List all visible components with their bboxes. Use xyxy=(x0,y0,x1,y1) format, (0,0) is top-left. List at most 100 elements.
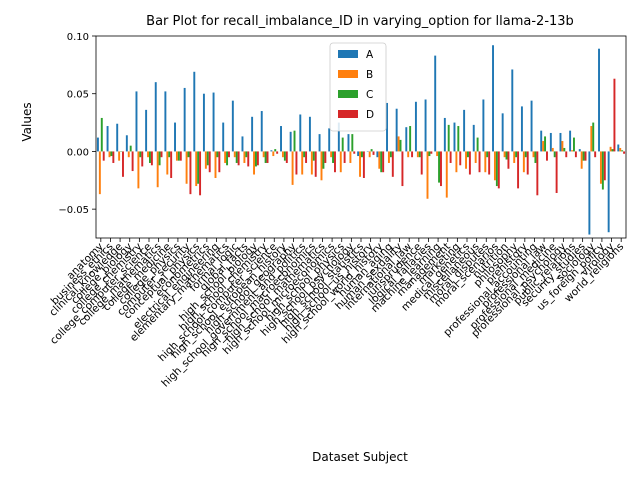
bar-D-high_school_physics xyxy=(343,151,346,163)
bar-A-professional_psychology xyxy=(559,132,562,152)
bar-B-high_school_geography xyxy=(291,151,294,185)
bar-C-human_aging xyxy=(389,151,392,158)
bar-D-public_relations xyxy=(574,151,577,158)
bar-B-computer_security xyxy=(185,151,188,184)
bar-D-high_school_geography xyxy=(295,151,298,175)
bar-B-formal_logic xyxy=(233,151,236,158)
bar-B-philosophy xyxy=(513,151,516,163)
bar-B-college_computer_science xyxy=(147,151,149,158)
bar-C-high_school_psychology xyxy=(351,134,354,152)
bar-D-sociology xyxy=(594,151,597,158)
bar-A-management xyxy=(443,117,446,152)
bar-A-human_aging xyxy=(386,102,388,152)
bar-D-logical_fallacies xyxy=(430,151,433,154)
bar-D-professional_psychology xyxy=(565,151,568,158)
bar-B-high_school_government_and_politics xyxy=(301,151,304,175)
bar-D-human_aging xyxy=(391,151,394,177)
bar-A-philosophy xyxy=(511,69,514,152)
bar-D-business_ethics xyxy=(112,151,115,163)
bar-A-miscellaneous xyxy=(472,124,475,152)
bar-A-high_school_statistics xyxy=(357,151,360,157)
bar-A-security_studies xyxy=(578,149,581,152)
bar-C-high_school_macroeconomics xyxy=(312,151,315,161)
bar-B-high_school_microeconomics xyxy=(330,151,333,158)
bar-C-high_school_geography xyxy=(293,130,296,152)
bar-B-world_religions xyxy=(619,147,622,152)
bar-C-professional_medicine xyxy=(553,151,556,158)
bar-B-jurisprudence xyxy=(416,151,419,158)
bar-A-jurisprudence xyxy=(414,101,417,152)
bar-D-econometrics xyxy=(208,151,211,173)
bar-D-high_school_psychology xyxy=(353,151,356,154)
bar-A-medical_genetics xyxy=(463,109,466,152)
bar-D-high_school_computer_science xyxy=(276,151,279,154)
bar-B-security_studies xyxy=(580,151,583,169)
bar-B-human_aging xyxy=(387,151,390,163)
plot-frame xyxy=(95,35,627,239)
bar-B-machine_learning xyxy=(436,151,439,157)
bar-D-us_foreign_policy xyxy=(603,151,606,181)
bar-D-high_school_european_history xyxy=(285,151,288,163)
bar-B-electrical_engineering xyxy=(214,151,217,178)
bar-D-jurisprudence xyxy=(420,151,423,175)
bar-B-prehistory xyxy=(522,151,525,173)
bar-C-high_school_microeconomics xyxy=(332,151,335,163)
bar-B-high_school_mathematics xyxy=(320,151,323,181)
bar-C-electrical_engineering xyxy=(216,151,219,158)
bar-B-logical_fallacies xyxy=(426,151,429,199)
legend-swatch-B xyxy=(338,70,358,78)
legend-swatch-A xyxy=(338,50,358,58)
bar-B-medical_genetics xyxy=(465,151,467,169)
bar-D-high_school_biology xyxy=(256,151,259,166)
bar-C-high_school_government_and_politics xyxy=(303,151,306,158)
bar-D-professional_medicine xyxy=(555,151,558,193)
x-tick-group: anatomybusiness_ethicsclinical_knowledge… xyxy=(47,238,626,390)
bar-B-professional_law xyxy=(542,141,545,152)
legend-label-D: D xyxy=(366,109,374,121)
bar-A-machine_learning xyxy=(434,55,437,152)
bar-C-machine_learning xyxy=(438,151,441,183)
x-axis-label: Dataset Subject xyxy=(312,450,408,464)
legend-swatch-C xyxy=(338,90,358,98)
bar-A-college_medicine xyxy=(164,91,167,152)
chart-title: Bar Plot for recall_imbalance_ID in vary… xyxy=(146,14,574,29)
y-tick-group: −0.05 0.00 0.05 0.10 xyxy=(58,32,96,216)
bar-A-high_school_european_history xyxy=(280,126,282,152)
bar-C-sociology xyxy=(592,122,595,152)
bar-D-international_law xyxy=(411,151,414,158)
bar-B-miscellaneous xyxy=(474,151,477,163)
bar-A-professional_accounting xyxy=(530,100,533,152)
bar-D-conceptual_physics xyxy=(199,151,202,196)
bar-D-anatomy xyxy=(102,151,105,161)
bar-D-philosophy xyxy=(517,151,520,189)
bar-C-logical_fallacies xyxy=(428,151,431,157)
bar-A-virology xyxy=(607,151,610,233)
bar-C-college_mathematics xyxy=(158,151,161,166)
bar-D-elementary_mathematics xyxy=(228,151,230,158)
bar-C-formal_logic xyxy=(235,151,238,163)
bar-A-high_school_physics xyxy=(337,122,340,152)
bar-C-college_chemistry xyxy=(139,151,142,158)
bar-B-college_chemistry xyxy=(137,151,140,189)
bar-D-miscellaneous xyxy=(478,151,481,173)
bar-A-anatomy xyxy=(96,137,99,152)
bar-B-high_school_european_history xyxy=(281,151,284,158)
bar-B-marketing xyxy=(455,151,458,173)
y-tick-label: −0.05 xyxy=(58,205,89,216)
bar-C-human_sexuality xyxy=(399,139,402,152)
bar-D-high_school_us_history xyxy=(372,151,375,155)
bar-A-professional_medicine xyxy=(549,132,552,152)
bar-B-virology xyxy=(609,146,612,152)
bar-A-high_school_macroeconomics xyxy=(308,116,311,152)
bar-D-world_religions xyxy=(623,151,626,154)
bar-D-professional_law xyxy=(546,151,548,161)
bar-A-marketing xyxy=(453,122,456,152)
bar-B-high_school_chemistry xyxy=(262,151,265,158)
bar-D-clinical_knowledge xyxy=(122,151,124,177)
bar-B-moral_scenarios xyxy=(493,151,496,181)
bar-B-global_facts xyxy=(243,151,246,163)
bar-C-medical_genetics xyxy=(467,151,469,158)
bar-C-college_computer_science xyxy=(149,151,151,163)
bar-B-nutrition xyxy=(503,151,506,158)
